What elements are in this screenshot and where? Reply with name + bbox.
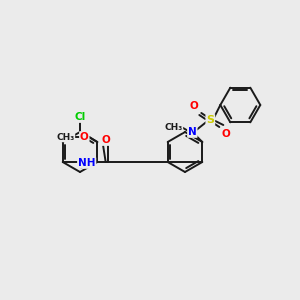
Text: CH₃: CH₃	[56, 133, 74, 142]
Text: O: O	[222, 129, 231, 139]
Text: Cl: Cl	[74, 112, 86, 122]
Text: N: N	[188, 127, 197, 137]
Text: O: O	[190, 101, 199, 111]
Text: O: O	[80, 132, 89, 142]
Text: O: O	[101, 135, 110, 145]
Text: NH: NH	[78, 158, 95, 168]
Text: CH₃: CH₃	[164, 122, 182, 131]
Text: S: S	[206, 115, 214, 125]
